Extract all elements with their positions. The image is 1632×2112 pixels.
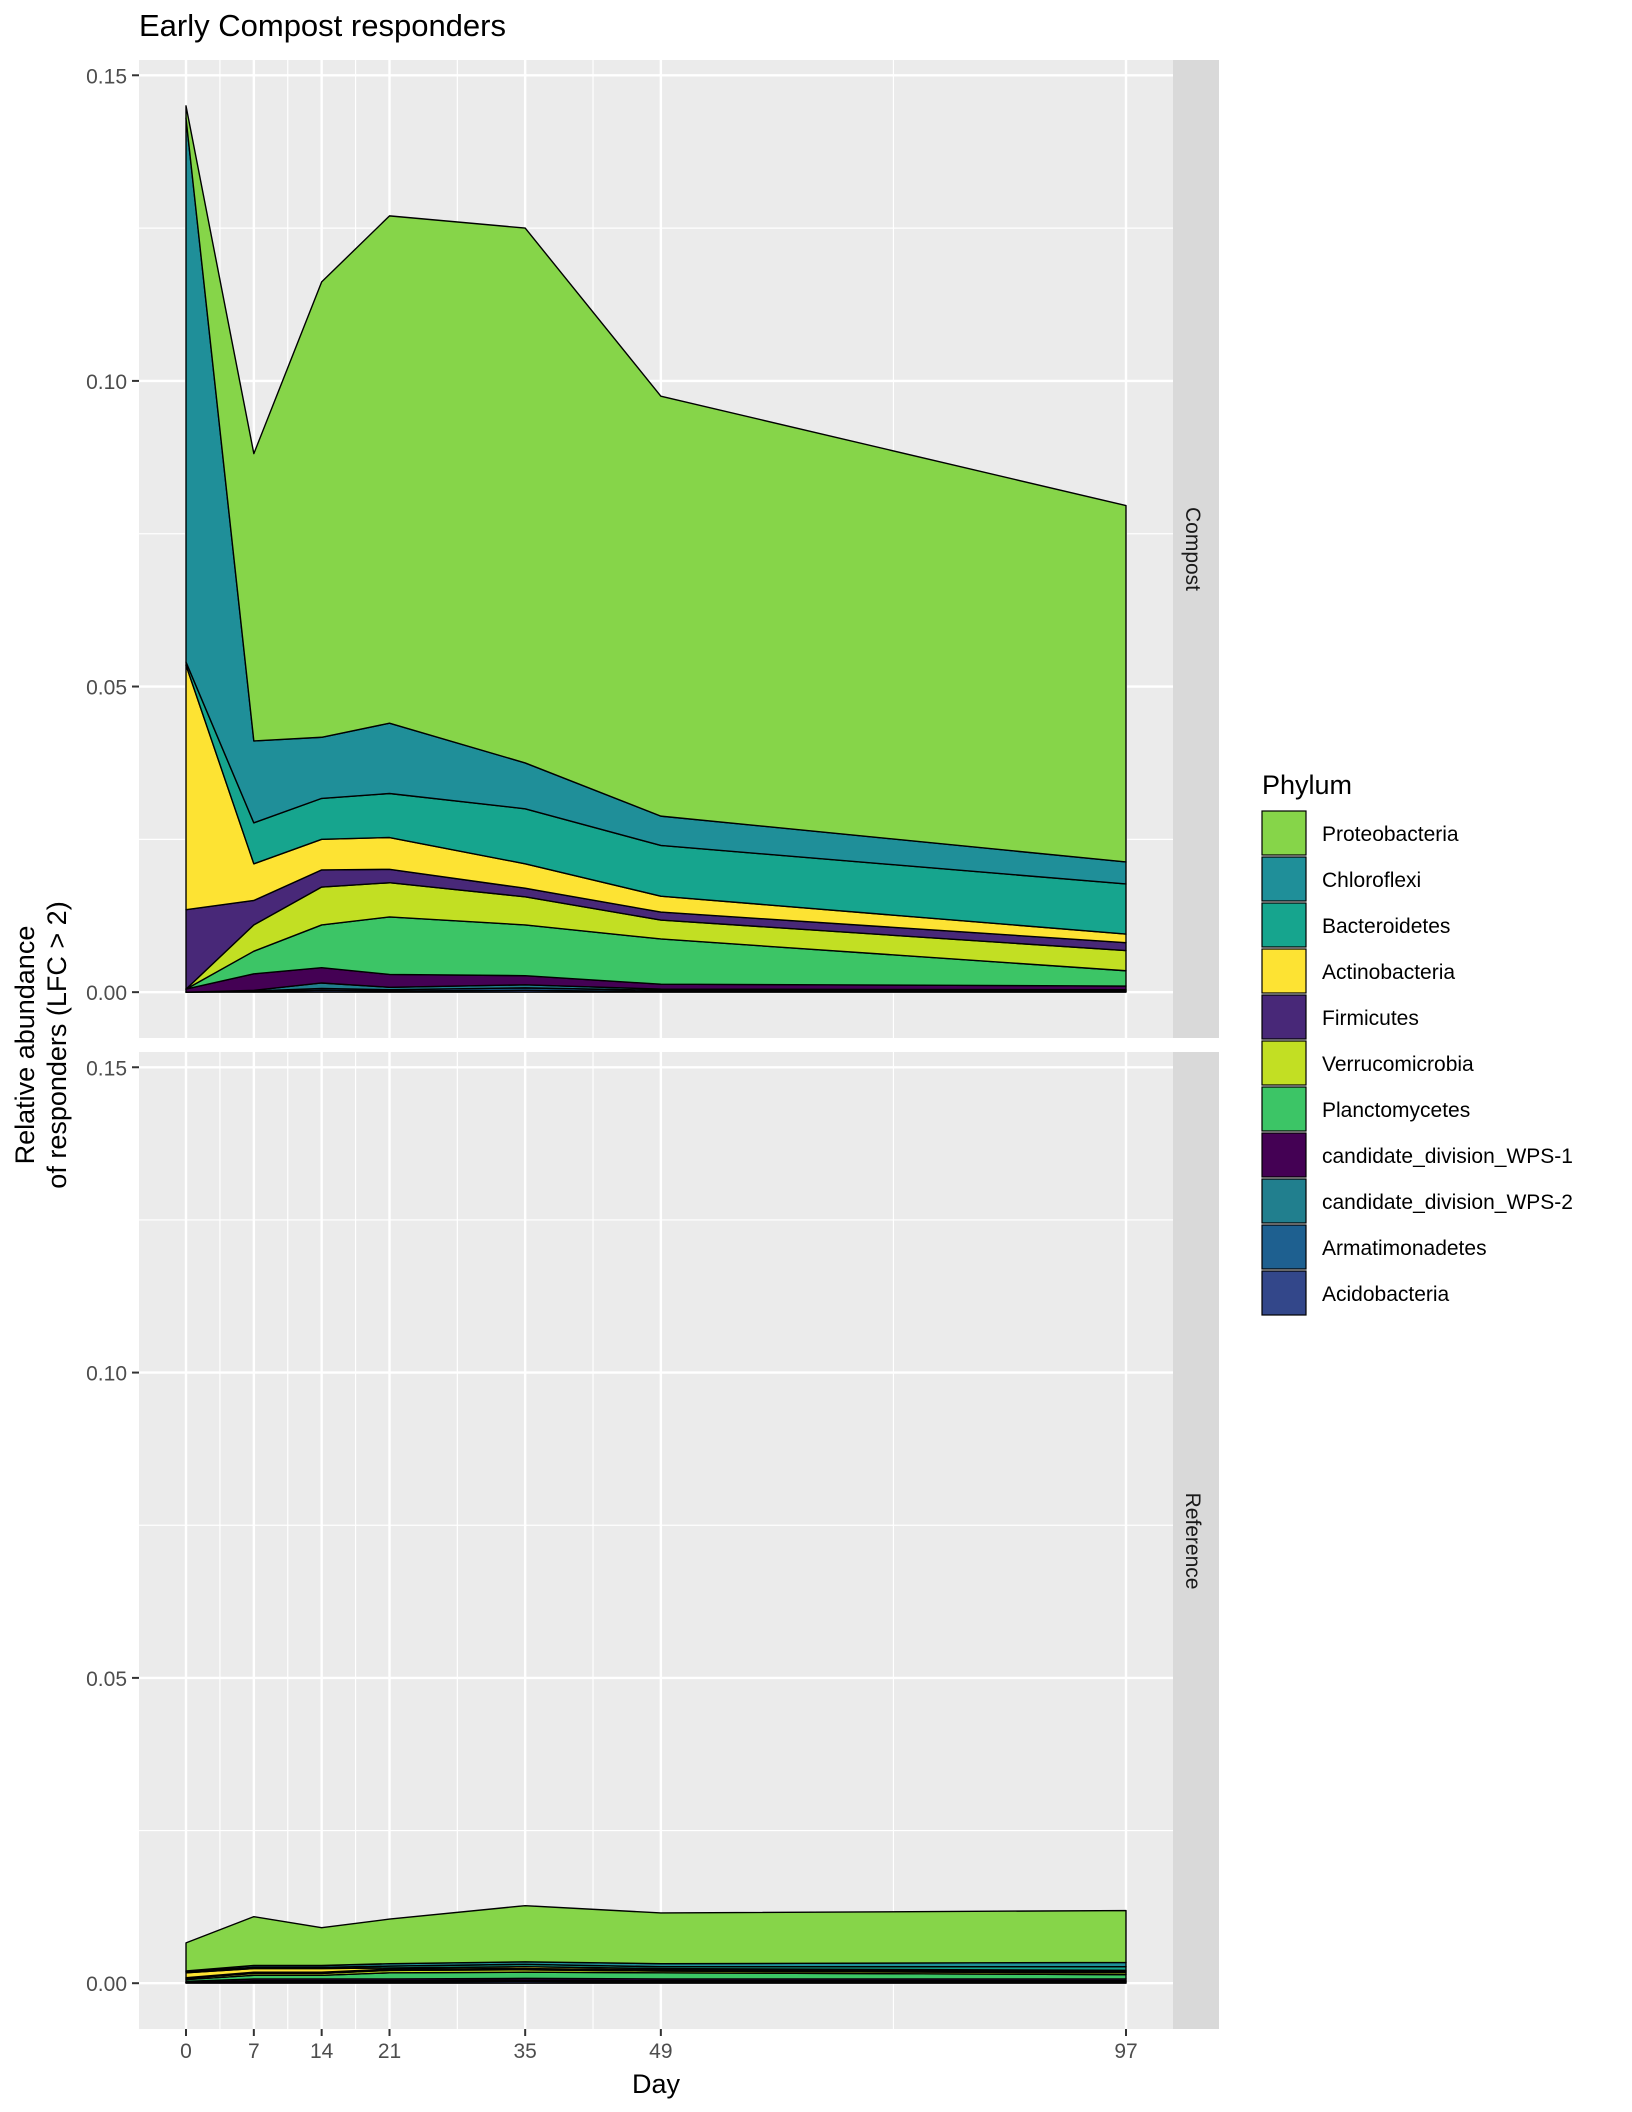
y-axis-title: Relative abundance of responders (LFC > … <box>10 901 72 1188</box>
legend-swatch-acidobacteria <box>1261 1270 1307 1316</box>
panel-compost: Compost 0.00 0.05 0.10 0.15 <box>86 60 1219 1038</box>
legend-label-firmicutes: Firmicutes <box>1322 1007 1419 1030</box>
y-tick-label: 0.15 <box>86 65 127 88</box>
legend-label-proteobacteria: Proteobacteria <box>1322 823 1459 846</box>
area-proteobacteria <box>185 1904 1127 1972</box>
legend-swatch-firmicutes <box>1261 994 1307 1040</box>
legend-swatch-chloroflexi <box>1261 856 1307 902</box>
legend-label-candidate-division-wps-1: candidate_division_WPS-1 <box>1322 1145 1573 1168</box>
x-axis: 0 7 14 21 35 49 97 <box>180 2029 1138 2063</box>
y-tick-label: 0.10 <box>86 1363 127 1386</box>
y-tick-label: 0.15 <box>86 1057 127 1080</box>
y-tick-label: 0.10 <box>86 371 127 394</box>
y-axis: 0.00 0.05 0.10 0.15 <box>86 1057 139 1996</box>
legend-swatch-bacteroidetes <box>1261 902 1307 948</box>
legend-label-verrucomicrobia: Verrucomicrobia <box>1322 1053 1474 1076</box>
x-tick-label: 0 <box>180 2040 192 2063</box>
x-tick-label: 21 <box>378 2040 401 2063</box>
x-tick-label: 7 <box>248 2040 260 2063</box>
legend-swatch-verrucomicrobia <box>1261 1040 1307 1086</box>
strip-label-reference: Reference <box>1181 1493 1204 1590</box>
y-axis-title-line1: Relative abundance <box>10 926 40 1165</box>
legend-label-armatimonadetes: Armatimonadetes <box>1322 1237 1487 1260</box>
y-axis: 0.00 0.05 0.10 0.15 <box>86 65 139 1005</box>
legend-swatch-planctomycetes <box>1261 1086 1307 1132</box>
panel-reference: Reference 0.00 0.05 0.10 0.15 <box>86 1052 1219 2029</box>
legend-items: Proteobacteria Chloroflexi Bacteroidetes Ac… <box>1261 810 1573 1316</box>
y-tick-label: 0.00 <box>86 1973 127 1996</box>
area-proteobacteria <box>185 105 1127 863</box>
legend: Phylum Proteobacteria Chloroflexi Bacteroi… <box>1261 770 1573 1316</box>
x-tick-label: 14 <box>310 2040 334 2063</box>
legend-label-actinobacteria: Actinobacteria <box>1322 961 1455 984</box>
legend-title: Phylum <box>1262 770 1352 800</box>
panel-grid <box>139 1052 1173 2029</box>
y-axis-title-line2: of responders (LFC > 2) <box>42 901 72 1188</box>
legend-swatch-armatimonadetes <box>1261 1224 1307 1270</box>
y-tick-label: 0.00 <box>86 982 127 1005</box>
legend-label-candidate-division-wps-2: candidate_division_WPS-2 <box>1322 1191 1573 1214</box>
legend-swatch-candidate-division-wps-1 <box>1261 1132 1307 1178</box>
panel-background <box>139 1052 1173 2029</box>
legend-label-bacteroidetes: Bacteroidetes <box>1322 915 1450 938</box>
strip-background <box>1173 60 1219 1038</box>
legend-swatch-proteobacteria <box>1261 810 1307 856</box>
y-tick-label: 0.05 <box>86 1668 127 1691</box>
panel-areas <box>185 1904 1127 1984</box>
legend-swatch-actinobacteria <box>1261 948 1307 994</box>
panel-areas <box>185 105 1127 993</box>
strip-label-compost: Compost <box>1181 507 1204 591</box>
chart-title: Early Compost responders <box>139 8 506 43</box>
legend-label-planctomycetes: Planctomycetes <box>1322 1099 1470 1122</box>
x-tick-label: 35 <box>513 2040 536 2063</box>
x-tick-label: 49 <box>649 2040 672 2063</box>
x-tick-label: 97 <box>1114 2040 1137 2063</box>
legend-swatch-candidate-division-wps-2 <box>1261 1178 1307 1224</box>
y-tick-label: 0.05 <box>86 677 127 700</box>
x-axis-title: Day <box>632 2069 681 2099</box>
legend-label-acidobacteria: Acidobacteria <box>1322 1283 1450 1306</box>
strip-background <box>1173 1052 1219 2029</box>
legend-label-chloroflexi: Chloroflexi <box>1322 869 1421 892</box>
